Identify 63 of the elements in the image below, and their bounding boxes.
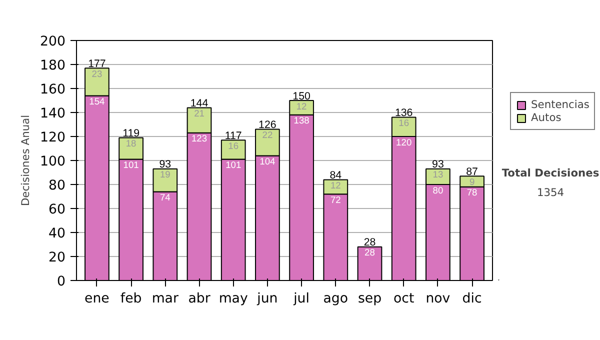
data-label: 72 (330, 194, 341, 205)
data-label: 16 (398, 118, 410, 128)
y-tick-label: 120 (40, 130, 66, 146)
data-label: 18 (126, 138, 136, 148)
y-tick-label: 100 (40, 154, 66, 170)
total-label: 126 (258, 119, 276, 132)
total-label: 117 (224, 130, 242, 142)
total-label: 87 (466, 166, 478, 178)
data-label: 104 (260, 156, 276, 166)
x-tick-label: abr (188, 292, 211, 306)
data-label: 123 (191, 134, 208, 144)
total-label: 84 (330, 170, 342, 182)
legend-label: Sentencias (531, 98, 590, 111)
x-tick-label: jun (256, 292, 278, 306)
data-label: 138 (294, 116, 310, 126)
x-tick-label: ene (84, 292, 110, 306)
total-label: 136 (394, 107, 413, 120)
y-axis-title: Decisiones Anual (19, 114, 32, 206)
data-label: 120 (396, 137, 412, 148)
x-tick-label: jul (292, 292, 310, 306)
y-tick-label: 0 (57, 274, 66, 290)
data-label: 101 (123, 160, 139, 170)
total-label: 93 (159, 158, 172, 171)
y-tick-label: 180 (40, 58, 66, 74)
x-tick-label: mar (152, 292, 179, 306)
data-label: 28 (364, 248, 375, 258)
y-tick-label: 40 (48, 226, 66, 242)
data-label: 9 (469, 176, 475, 187)
total-label: 144 (190, 98, 208, 110)
y-tick-label: 160 (40, 82, 66, 98)
data-label: 13 (432, 170, 444, 180)
x-tick-label: sep (358, 292, 382, 306)
total-label: 177 (88, 58, 106, 70)
data-label: 78 (466, 188, 478, 198)
x-tick-label: dic (462, 292, 482, 306)
x-tick-label: feb (120, 292, 142, 306)
data-label: 12 (296, 101, 307, 112)
x-tick-label: nov (426, 292, 450, 306)
total-label: 28 (364, 236, 376, 249)
text: Total Decisiones (502, 166, 600, 180)
total-label: 150 (292, 90, 311, 102)
data-label: 19 (160, 170, 170, 180)
y-tick-label: 200 (40, 34, 66, 50)
legend-label: Autos (531, 111, 562, 124)
y-tick-label: 140 (40, 106, 66, 122)
x-tick-label: ago (323, 292, 348, 306)
x-tick-label: may (218, 292, 248, 306)
data-label: 16 (228, 140, 239, 151)
data-label: 74 (160, 192, 170, 202)
data-label: 80 (432, 185, 444, 196)
data-label: 22 (262, 130, 273, 140)
data-label: 21 (194, 108, 204, 118)
total-label: 119 (122, 128, 140, 140)
x-tick-label: oct (393, 292, 414, 306)
y-tick-label: 20 (48, 250, 66, 266)
data-label: 23 (92, 68, 102, 79)
total-label: 93 (432, 158, 444, 171)
y-tick-label: 60 (48, 202, 66, 218)
text: 1354 (536, 186, 564, 199)
y-tick-label: 80 (48, 178, 66, 194)
data-label: 101 (226, 160, 242, 170)
data-label: 12 (330, 180, 341, 190)
data-label: 154 (89, 96, 105, 106)
